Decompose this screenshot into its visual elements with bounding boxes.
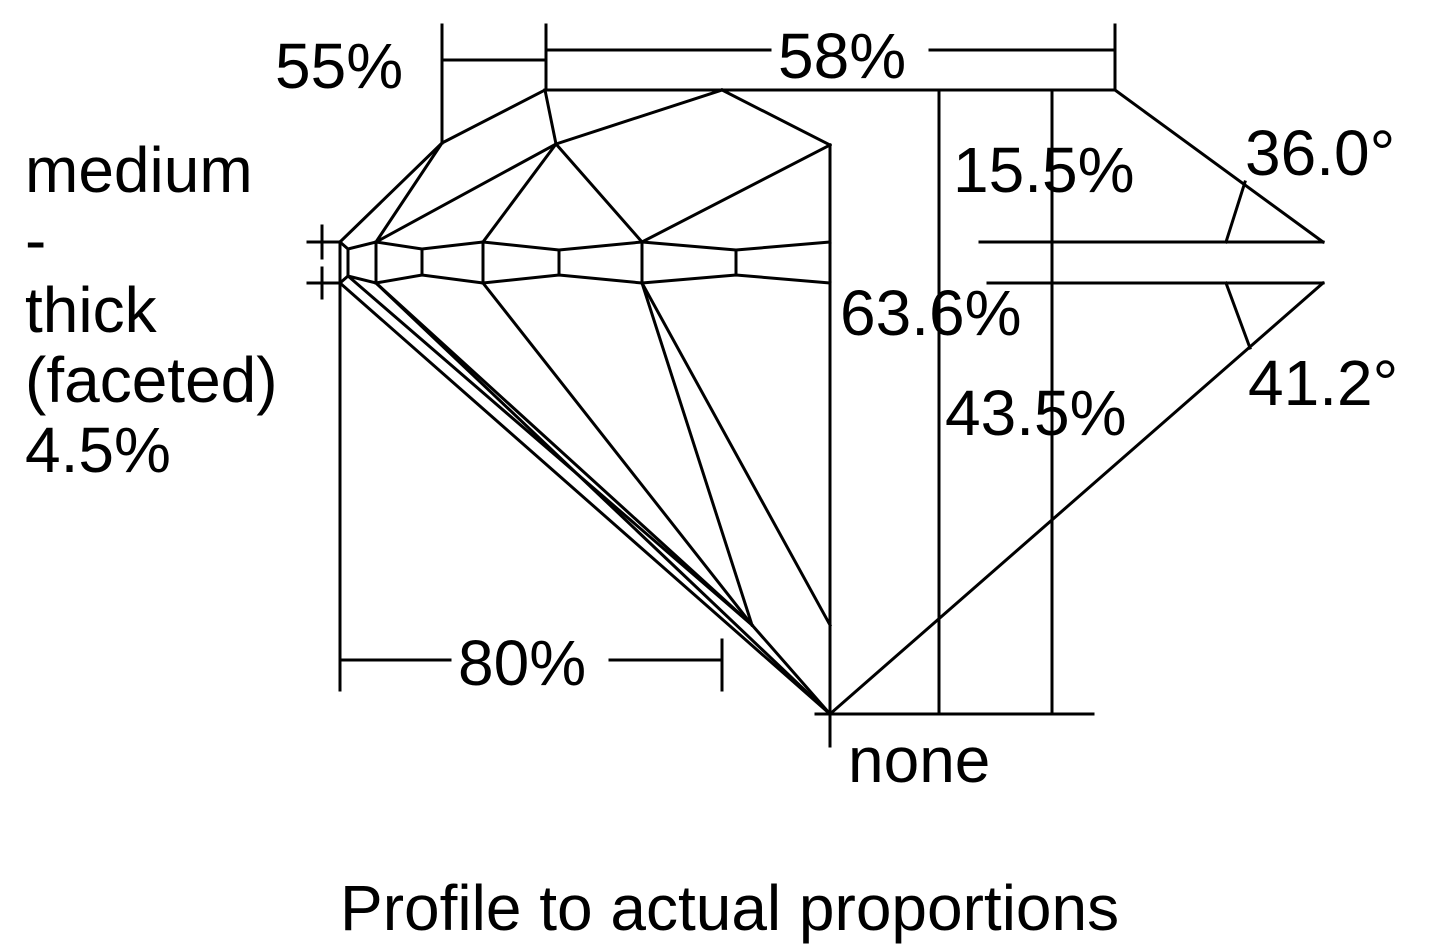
dimension-lines bbox=[306, 23, 1117, 748]
table-label: 58% bbox=[778, 20, 906, 92]
girdle-label-5: 4.5% bbox=[25, 414, 171, 486]
girdle-label-3: thick bbox=[25, 274, 158, 346]
pavilion-depth-label: 43.5% bbox=[945, 377, 1126, 449]
girdle-label-1: medium bbox=[25, 134, 253, 206]
pavilion-facets bbox=[337, 273, 833, 717]
total-depth-label: 63.6% bbox=[840, 277, 1021, 349]
crown-table-left-label: 55% bbox=[275, 30, 403, 102]
crown-angle-label: 36.0° bbox=[1245, 117, 1395, 189]
crown-height-label: 15.5% bbox=[953, 134, 1134, 206]
right-profile bbox=[827, 87, 1326, 717]
girdle-facets bbox=[337, 239, 832, 286]
girdle-label-4: (faceted) bbox=[25, 344, 278, 416]
lower-half-label: 80% bbox=[458, 627, 586, 699]
culet-label: none bbox=[848, 724, 990, 796]
crown-facets bbox=[337, 87, 1117, 245]
pavilion-angle-label: 41.2° bbox=[1248, 347, 1398, 419]
diagram-caption: Profile to actual proportions bbox=[340, 872, 1119, 944]
girdle-label-2: - bbox=[25, 204, 46, 276]
